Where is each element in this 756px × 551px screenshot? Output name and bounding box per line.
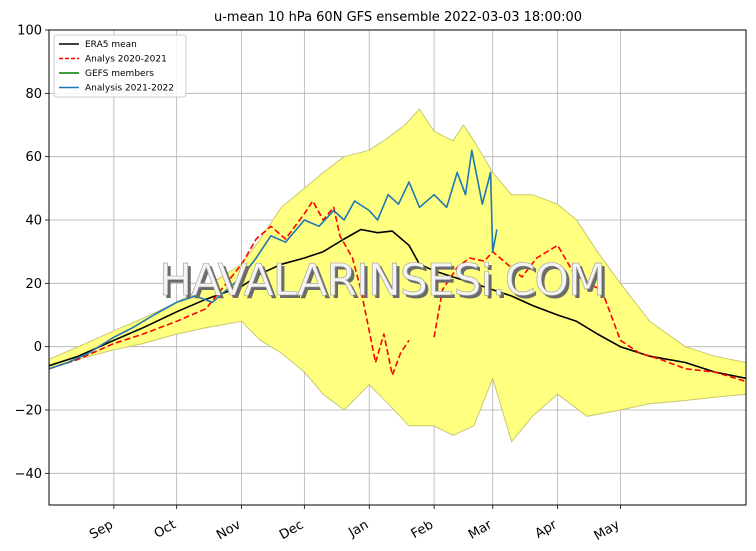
legend: ERA5 mean Analys 2020-2021 GEFS members Ana… (53, 34, 187, 98)
chart-title: u-mean 10 hPa 60N GFS ensemble 2022-03-0… (214, 10, 582, 25)
x-tick-label: Nov (214, 517, 244, 543)
y-tick-label: 60 (25, 150, 42, 165)
series-line-analys-2020-2021-part2 (433, 244, 746, 383)
watermark-shadow: HAVALARINSESi.COM (162, 258, 608, 309)
y-tick-label: 0 (34, 340, 42, 355)
x-tick-label: Mar (466, 517, 495, 543)
plot-frame (48, 29, 747, 506)
legend-label: ERA5 mean (85, 40, 137, 50)
ensemble-band (49, 108, 746, 443)
legend-label: Analys 2020-2021 (85, 55, 167, 65)
x-tick-label: Oct (152, 517, 179, 541)
legend-label: GEFS members (85, 69, 154, 79)
watermark-text: HAVALARINSESi.COM (159, 255, 605, 306)
y-tick-label: 100 (17, 24, 42, 39)
x-tick-label: May (592, 517, 623, 544)
x-tick-label: Feb (409, 517, 436, 542)
series-line-analysis-2021-2022 (49, 149, 498, 370)
x-tick-label: Apr (533, 517, 561, 542)
x-tick-label: Sep (87, 517, 116, 542)
series-line-analys-2020-2021 (49, 200, 410, 376)
y-tick-label: 80 (25, 87, 42, 102)
series-layer (49, 149, 746, 383)
ensemble-spread-area (49, 108, 746, 443)
x-axis: Sep Oct Nov Dec Jan Feb Mar Apr May (87, 505, 623, 544)
watermark: HAVALARINSESi.COM HAVALARINSESi.COM (159, 255, 609, 309)
x-tick-label: Jan (346, 517, 372, 541)
legend-label: Analysis 2021-2022 (85, 84, 174, 94)
y-tick-label: −40 (15, 467, 42, 482)
y-axis: −40 −20 0 20 40 60 80 100 (15, 24, 49, 482)
y-tick-label: 20 (25, 277, 42, 292)
x-tick-label: Dec (277, 517, 306, 543)
legend-box (53, 34, 187, 98)
y-tick-label: 40 (25, 214, 42, 229)
y-tick-label: −20 (15, 404, 42, 419)
